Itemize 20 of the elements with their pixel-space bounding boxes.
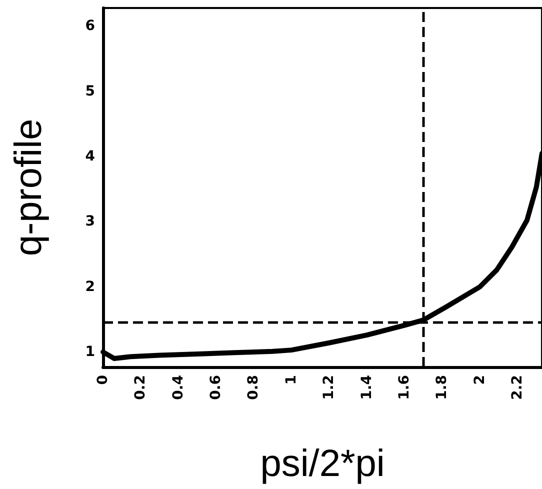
y-tick-label: 3 bbox=[85, 214, 95, 230]
y-tick-label: 5 bbox=[85, 83, 95, 100]
x-tick-label: 0.6 bbox=[208, 375, 224, 400]
x-tick-label: 1 bbox=[283, 375, 300, 385]
y-tick-label: 2 bbox=[85, 278, 95, 295]
y-axis-title: q-profile bbox=[8, 118, 50, 256]
x-tick-label: 1.8 bbox=[434, 375, 450, 400]
x-tick-label: 0 bbox=[95, 374, 111, 385]
y-tick-label: 4 bbox=[85, 148, 96, 165]
x-tick-label: 2 bbox=[472, 375, 488, 385]
x-tick-label: 0.8 bbox=[246, 375, 262, 400]
x-tick-label: 1.2 bbox=[321, 375, 338, 400]
y-tick-label: 1 bbox=[85, 344, 95, 360]
y-tick-label: 6 bbox=[85, 18, 95, 34]
x-tick-label: 1.4 bbox=[358, 374, 375, 400]
x-tick-label: 1.6 bbox=[396, 375, 412, 400]
x-tick-label: 2.2 bbox=[510, 375, 526, 400]
x-axis-title: psi/2*pi bbox=[260, 443, 385, 485]
x-tick-label: 0.4 bbox=[170, 374, 186, 400]
x-tick-label: 0.2 bbox=[132, 375, 149, 400]
